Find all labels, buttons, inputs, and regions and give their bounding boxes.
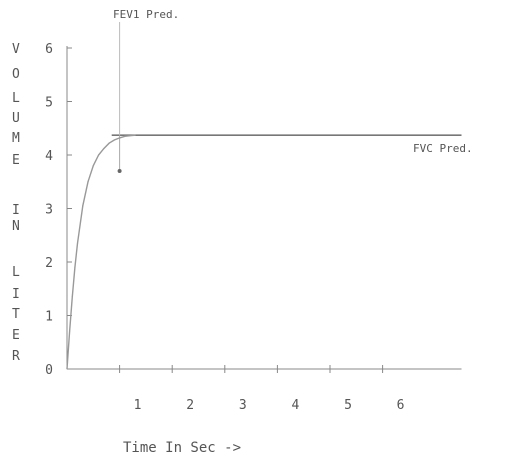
curve-point-3 xyxy=(74,266,76,268)
y-tick-label-4: 4 xyxy=(45,149,53,164)
curve-point-0 xyxy=(66,368,68,370)
fev1-marker xyxy=(117,169,122,174)
y-tick-label-6: 6 xyxy=(45,42,53,57)
curve-point-6 xyxy=(87,181,89,183)
x-tick-label-5: 5 xyxy=(344,398,352,413)
curve-point-12 xyxy=(119,137,121,139)
ylabel-letter-1: O xyxy=(12,67,20,82)
curve-point-7 xyxy=(92,165,94,167)
curve-point-5 xyxy=(82,205,84,207)
ylabel-letter-6: I xyxy=(12,203,20,218)
curve-point-1 xyxy=(69,330,71,333)
ylabel-letter-10: T xyxy=(12,307,20,322)
ylabel-letter-7: N xyxy=(12,219,20,234)
ylabel-letter-9: I xyxy=(12,287,20,302)
curve-point-15 xyxy=(134,134,136,136)
y-tick-label-3: 3 xyxy=(45,203,53,218)
fvc-pred-label: FVC Pred. xyxy=(413,142,473,155)
ylabel-letter-3: U xyxy=(12,111,20,126)
x-tick-label-2: 2 xyxy=(186,398,194,413)
x-tick-label-4: 4 xyxy=(291,398,299,413)
curve-point-2 xyxy=(71,296,73,298)
ylabel-letter-12: R xyxy=(12,349,20,364)
ylabel-letter-2: L xyxy=(12,91,20,106)
y-tick-label-5: 5 xyxy=(45,96,53,111)
curve-point-14 xyxy=(129,135,131,137)
ylabel-letter-0: V xyxy=(12,42,20,57)
ylabel-letter-4: M xyxy=(12,131,20,146)
curve-point-13 xyxy=(124,135,126,137)
curve-point-11 xyxy=(113,139,115,141)
y-tick-label-1: 1 xyxy=(45,310,53,325)
curve-point-4 xyxy=(76,242,79,244)
ylabel-letter-5: E xyxy=(12,153,20,168)
curve-point-8 xyxy=(97,154,100,156)
axes xyxy=(66,46,462,373)
ylabel-letter-8: L xyxy=(12,265,20,280)
y-tick-label-0: 0 xyxy=(45,363,53,378)
curve-point-10 xyxy=(108,142,110,144)
x-tick-label-3: 3 xyxy=(239,398,247,413)
x-tick-label-1: 1 xyxy=(134,398,142,413)
curve-point-9 xyxy=(103,147,105,150)
ylabel-letter-11: E xyxy=(12,328,20,343)
x-tick-label-6: 6 xyxy=(397,398,405,413)
x-axis-label: Time In Sec -> xyxy=(123,440,241,456)
y-tick-label-2: 2 xyxy=(45,256,53,271)
series-layer xyxy=(66,134,136,370)
volume-curve-0 xyxy=(66,134,136,370)
fev1-pred-label: FEV1 Pred. xyxy=(113,8,179,21)
reference-lines xyxy=(111,22,462,172)
